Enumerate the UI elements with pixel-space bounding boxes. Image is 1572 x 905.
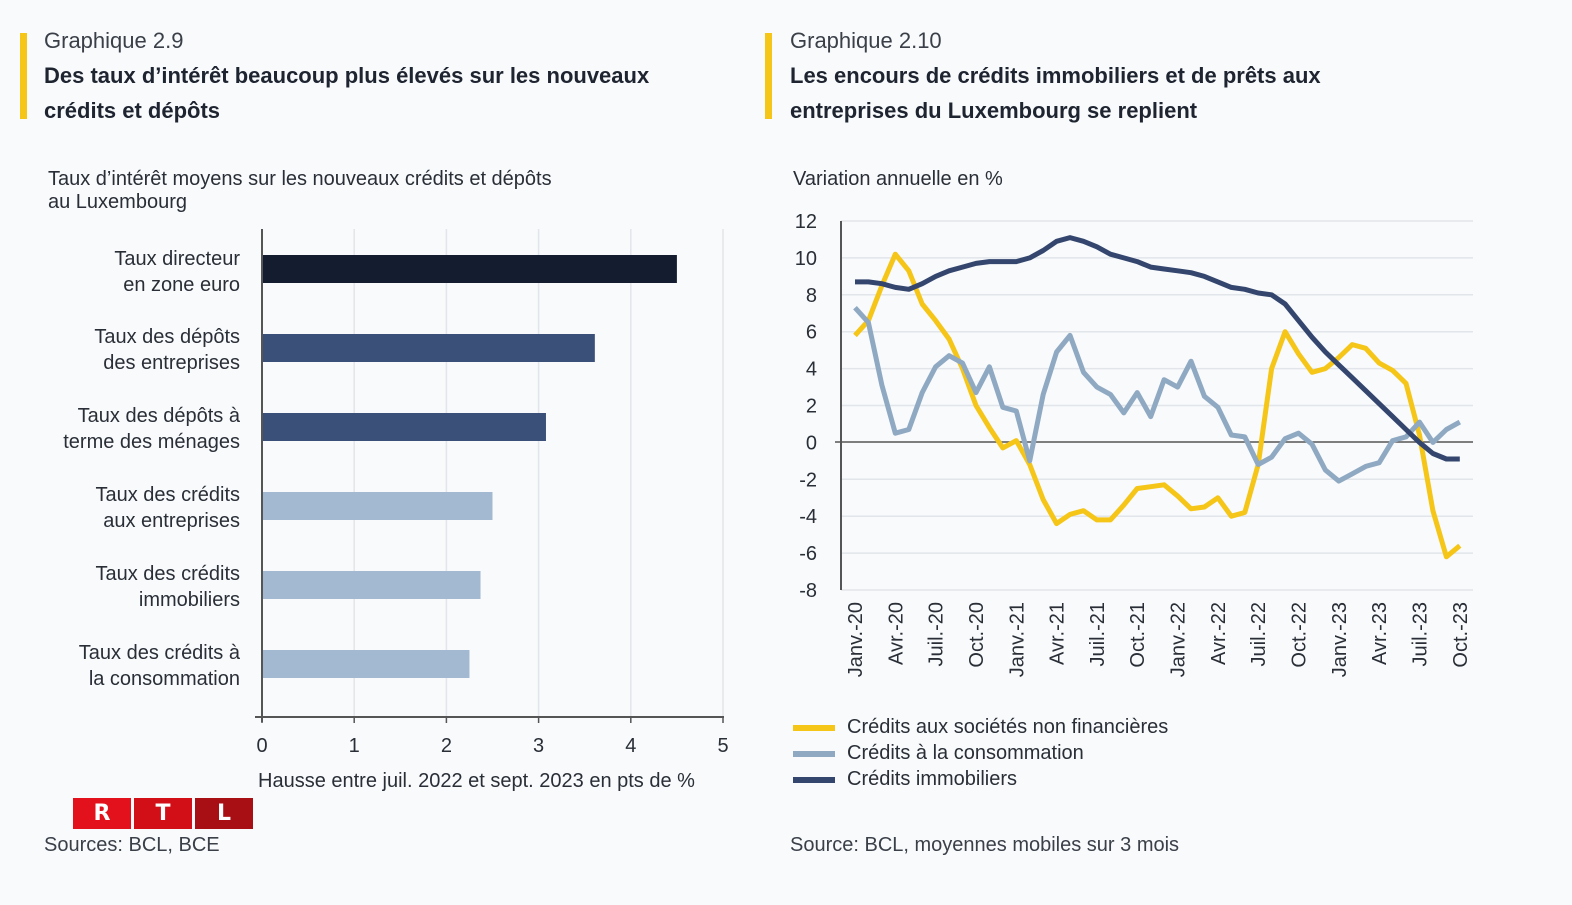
- line-y-tick-label: 0: [806, 432, 817, 454]
- bar-x-tick-label: 1: [349, 735, 360, 757]
- left-chart-subtitle-line-1: Taux d’intérêt moyens sur les nouveaux c…: [48, 168, 552, 190]
- line-y-tick-label: -2: [799, 469, 817, 491]
- category-label: Taux des dépôts à terme des ménages: [63, 405, 240, 453]
- category-label: Taux des crédits à la consommation: [78, 642, 240, 690]
- category-label: Taux des dépôts des entreprises: [94, 326, 240, 374]
- bar-x-tick-label: 0: [256, 735, 267, 757]
- legend-label-consommation: Crédits à la consommation: [847, 742, 1084, 764]
- line-x-tick-label: Janv.-23: [1329, 602, 1351, 677]
- right-chart-subtitle: Variation annuelle en %: [793, 168, 1003, 190]
- line-series: [853, 251, 1462, 560]
- left-chart-subtitle-line-2: au Luxembourg: [48, 191, 187, 213]
- line-x-tick-label: Janv.-20: [845, 602, 867, 677]
- line-x-tick-label: Avr.-20: [885, 602, 907, 665]
- rtl-logo-t: T: [134, 798, 192, 829]
- legend-swatch-consommation: [793, 750, 835, 757]
- bar-x-tick-label: 4: [625, 735, 636, 757]
- line-gridlines: [841, 220, 1473, 591]
- rtl-logo: R T L: [73, 798, 253, 829]
- left-accent-bar: [20, 33, 27, 119]
- legend-item-consommation: Crédits à la consommation: [793, 742, 1084, 765]
- line-x-tick-label: Avr.-22: [1208, 602, 1230, 665]
- right-accent-bar: [765, 33, 772, 119]
- line-x-tick-label: Juil.-21: [1087, 602, 1109, 666]
- left-chart-source: Sources: BCL, BCE: [44, 834, 220, 856]
- rtl-logo-l: L: [195, 798, 253, 829]
- bar-x-tick-label: 5: [717, 735, 728, 757]
- legend-item-snf: Crédits aux sociétés non financières: [793, 716, 1168, 739]
- line-x-tick-label: Oct.-23: [1450, 602, 1472, 668]
- line-x-tick-label: Juil.-22: [1248, 602, 1270, 666]
- bar-gridlines: [261, 229, 724, 723]
- bar: [262, 571, 481, 599]
- line-x-tick-label: Janv.-22: [1168, 602, 1190, 677]
- line-y-tick-label: -8: [799, 580, 817, 602]
- legend-item-immobiliers: Crédits immobiliers: [793, 768, 1017, 791]
- right-chart-title-line-2: entreprises du Luxembourg se replient: [790, 98, 1198, 123]
- line-x-tick-label: Juil.-23: [1410, 602, 1432, 666]
- bar: [262, 492, 493, 520]
- bar-x-tick-label: 2: [441, 735, 452, 757]
- line-x-tick-label: Juil.-20: [926, 602, 948, 666]
- legend-label-snf: Crédits aux sociétés non financières: [847, 716, 1169, 738]
- bar-category-labels: Taux directeur en zone euro Taux des dépô…: [0, 0, 240, 905]
- line-y-tick-label: -6: [799, 543, 817, 565]
- line-x-tick-label: Oct.-22: [1289, 602, 1311, 668]
- line-x-tick-label: Janv.-21: [1006, 602, 1028, 677]
- line-y-tick-label: 4: [806, 359, 817, 381]
- left-chart-kicker: Graphique 2.9: [44, 28, 184, 53]
- right-chart-title-line-1: Les encours de crédits immobiliers et de…: [790, 63, 1321, 88]
- line-x-tick-labels: Janv.-20 Avr.-20 Juil.-20 Oct.-20 Janv.-21 Av…: [845, 602, 1472, 677]
- line-chart: 12 10 8 6 4 2 0 -2 -4 -6 -8 Janv.-20 Avr.-20 Juil.-2…: [795, 211, 1473, 677]
- line-y-tick-label: 12: [795, 211, 817, 233]
- bar: [262, 650, 470, 678]
- line-x-tick-label: Oct.-20: [966, 602, 988, 668]
- left-chart-title-line-1: Des taux d’intérêt beaucoup plus élevés …: [44, 63, 650, 88]
- line-series: [855, 235, 1460, 462]
- bar: [262, 334, 595, 362]
- left-chart-title-line-2: crédits et dépôts: [44, 98, 221, 123]
- bar: [262, 413, 546, 441]
- bar-chart: 0 1 2 3 4 5 Hausse entre juil. 2022 et sept. …: [255, 229, 729, 792]
- line-y-tick-label: 10: [795, 248, 817, 270]
- bar: [262, 255, 677, 283]
- line-y-tick-label: 2: [806, 396, 817, 418]
- right-chart-kicker: Graphique 2.10: [790, 28, 942, 53]
- rtl-logo-r: R: [73, 798, 131, 829]
- line-y-tick-labels: 12 10 8 6 4 2 0 -2 -4 -6 -8: [795, 211, 817, 602]
- line-series: [853, 306, 1462, 484]
- bar-series: [262, 255, 677, 678]
- right-chart-source: Source: BCL, moyennes mobiles sur 3 mois: [790, 834, 1180, 856]
- category-label: Taux des crédits immobiliers: [95, 563, 240, 611]
- bar-x-axis-title: Hausse entre juil. 2022 et sept. 2023 en…: [258, 770, 695, 792]
- line-y-tick-label: 6: [806, 322, 817, 344]
- line-x-tick-label: Avr.-23: [1369, 602, 1391, 665]
- bar-x-tick-labels: 0 1 2 3 4 5: [256, 735, 728, 757]
- line-y-tick-label: -4: [799, 506, 817, 528]
- legend-swatch-immobiliers: [793, 776, 835, 783]
- legend-swatch-snf: [793, 724, 835, 731]
- line-y-tick-label: 8: [806, 285, 817, 307]
- category-label: Taux directeur en zone euro: [114, 248, 240, 296]
- line-series-group: [853, 235, 1462, 560]
- line-x-tick-label: Oct.-21: [1127, 602, 1149, 668]
- legend-label-immobiliers: Crédits immobiliers: [847, 768, 1018, 790]
- bar-x-tick-label: 3: [533, 735, 544, 757]
- category-label: Taux des crédits aux entreprises: [95, 484, 240, 532]
- line-x-tick-label: Avr.-21: [1047, 602, 1069, 665]
